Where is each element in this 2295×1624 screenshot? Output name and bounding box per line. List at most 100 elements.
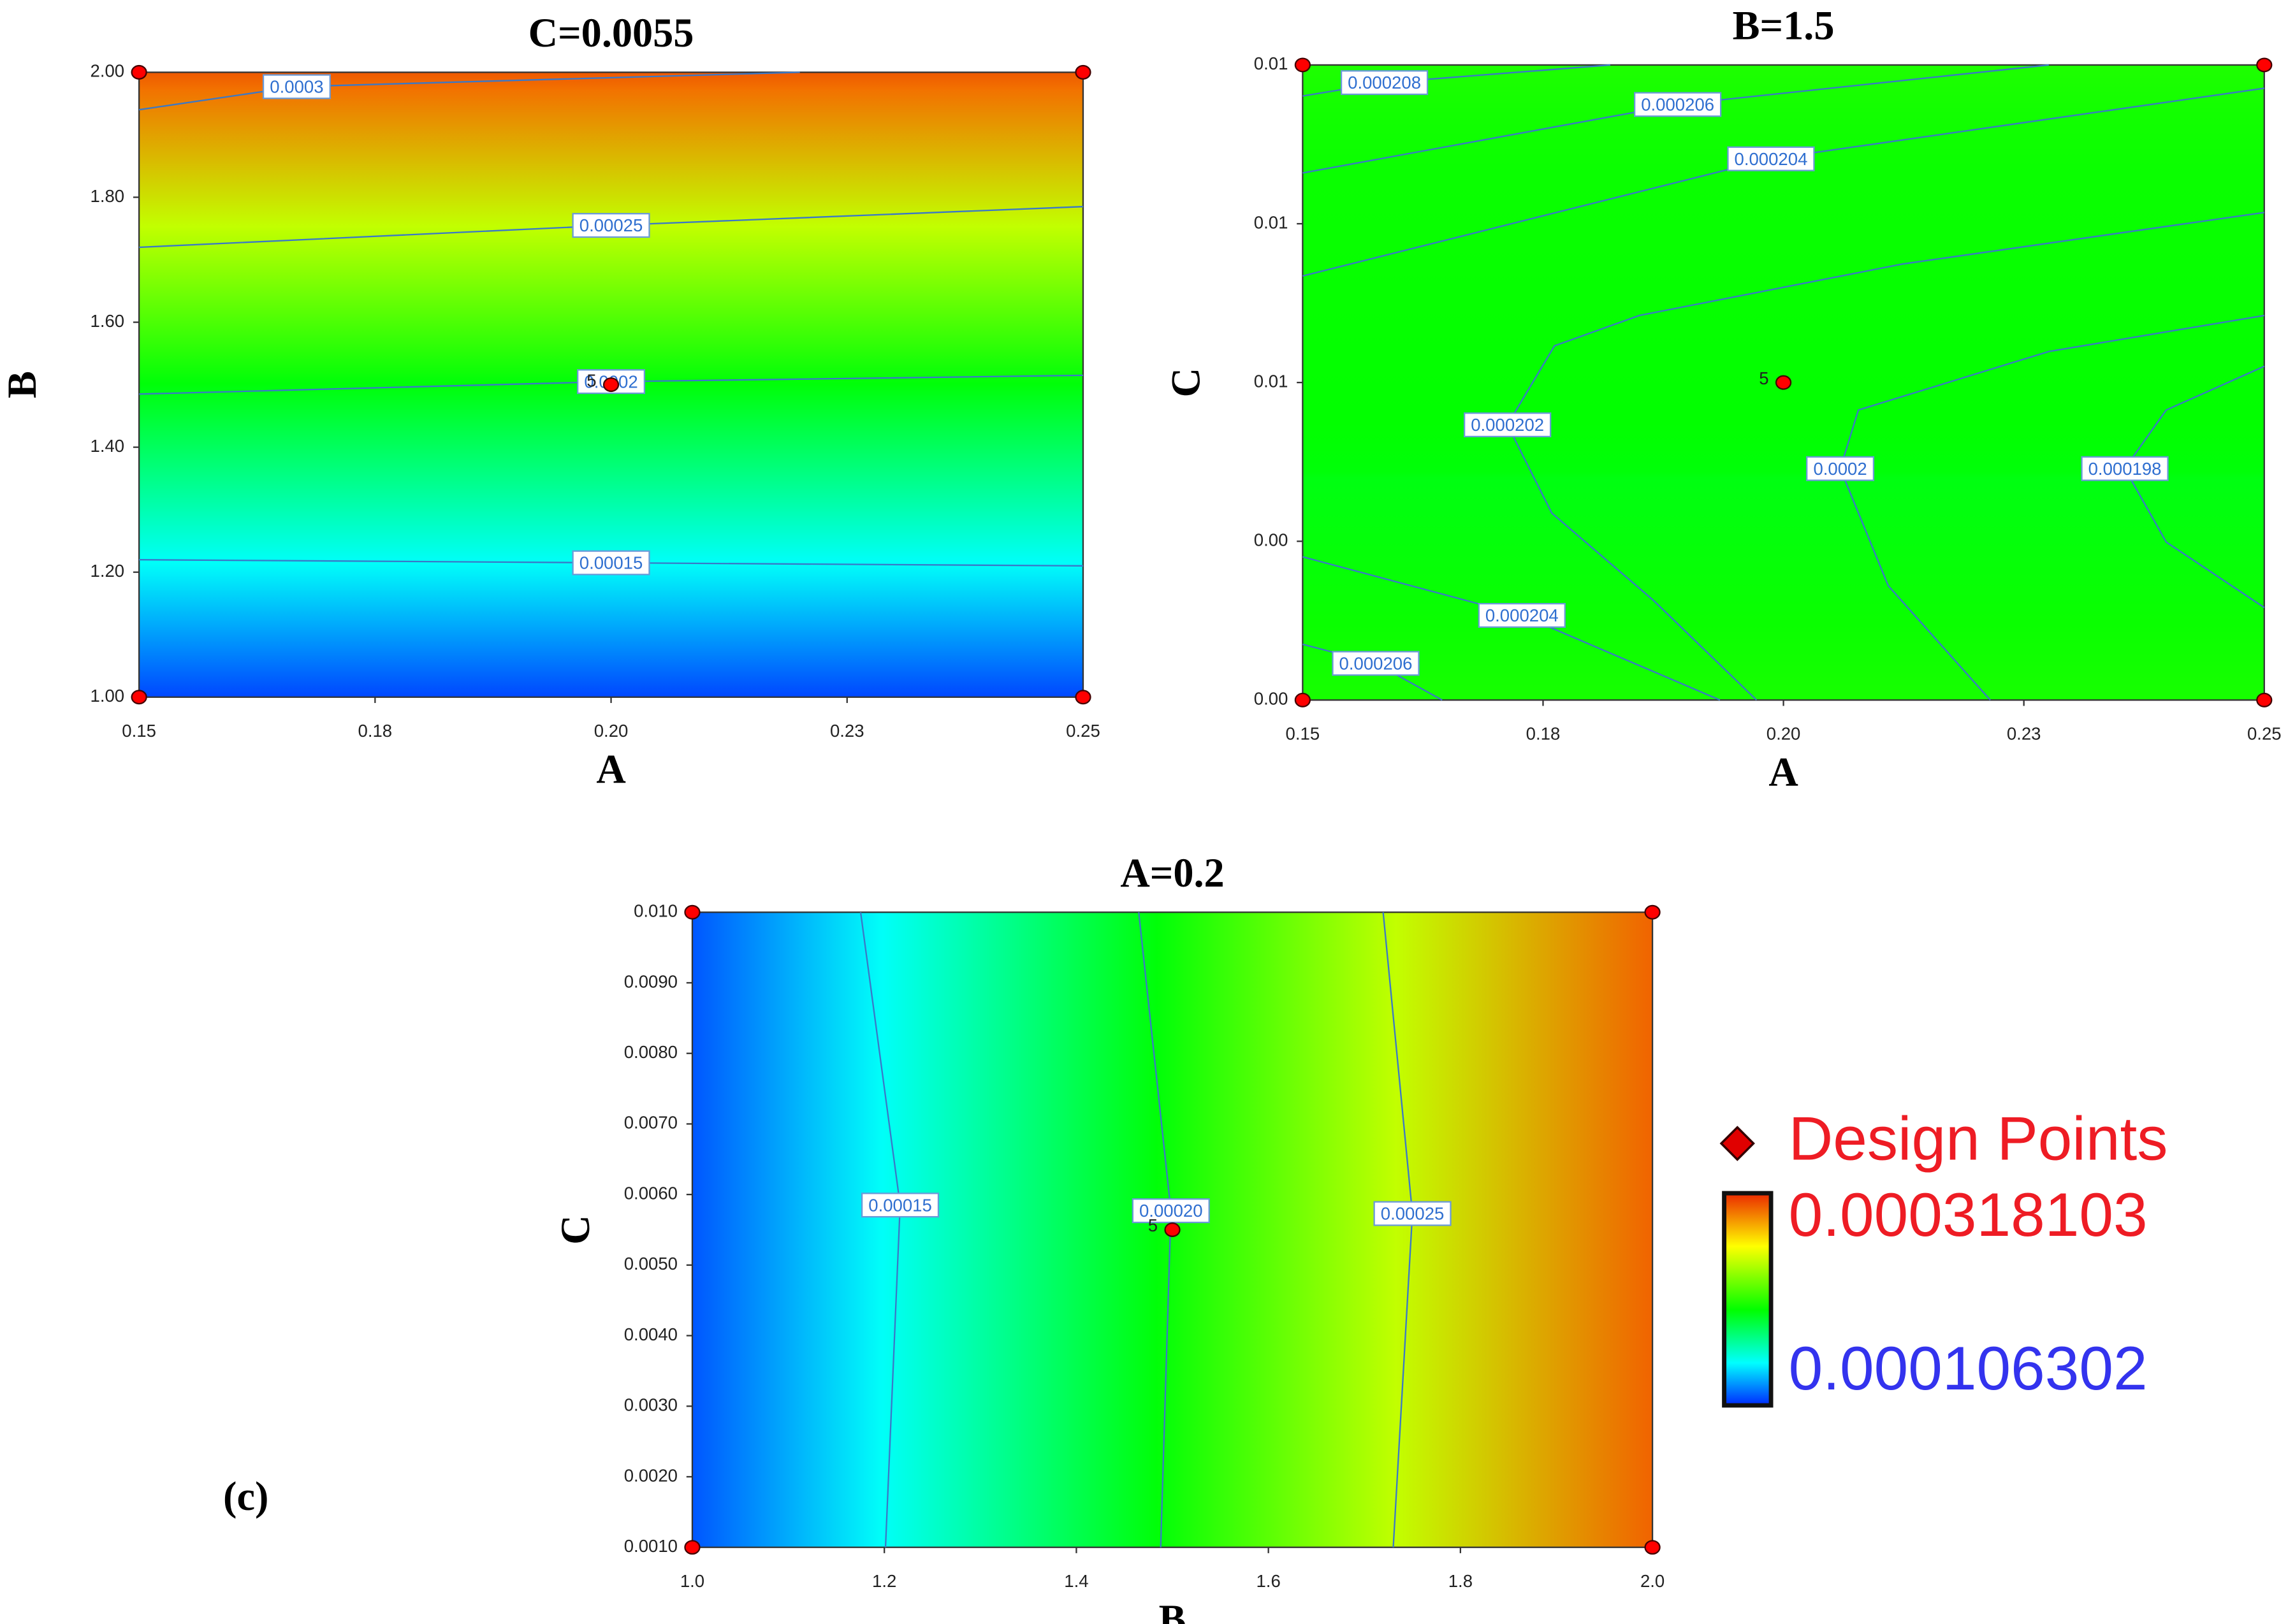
y-tick-label: 0.0030 [624,1395,678,1415]
y-tick-label: 2.00 [91,61,125,81]
contour-label-box [1373,1201,1452,1226]
contour-label: 0.0002 [1813,459,1867,479]
y-tick-label: 0.00 [1254,689,1288,709]
colorbar [1722,1191,1774,1408]
y-tick-label: 0.0040 [624,1324,678,1344]
x-tick-label: 0.20 [1767,724,1801,744]
y-tick-label: 0.0020 [624,1465,678,1485]
design-point-label: 5 [1148,1215,1158,1235]
contour-label-box [1478,602,1566,628]
y-tick-label: 0.0060 [624,1183,678,1203]
design-point [602,377,620,393]
contour-label: 0.00025 [579,215,643,235]
y-tick-label: 1.20 [91,561,125,581]
contour-label: 0.000198 [2088,459,2162,479]
x-axis-label: A [1768,750,1798,795]
design-point-label: 5 [1759,368,1768,388]
x-tick-label: 1.4 [1064,1571,1088,1591]
y-tick-label: 0.01 [1254,54,1288,73]
y-tick-label: 0.01 [1254,212,1288,232]
design-point [1075,690,1091,705]
contour-label-box [1727,146,1815,171]
x-tick-label: 0.15 [1286,724,1320,744]
contour-line [1506,212,2264,701]
chart-title: C=0.0055 [528,10,694,55]
y-tick-label: 0.0050 [624,1254,678,1273]
contour-label-box [572,550,650,576]
contour-label: 0.00025 [1381,1204,1445,1224]
y-axis-label: C [553,1215,598,1244]
x-tick-label: 1.8 [1448,1571,1473,1591]
contour-label-box [1332,651,1420,676]
x-tick-label: 0.25 [1066,721,1100,741]
x-tick-label: 1.2 [872,1571,896,1591]
x-tick-label: 0.25 [2247,724,2282,744]
x-tick-label: 0.23 [830,721,864,741]
design-point [1775,375,1792,390]
contour-label: 0.000204 [1485,605,1559,625]
design-point-label: 5 [586,370,596,390]
x-tick-label: 0.15 [122,721,156,741]
x-tick-label: 0.18 [358,721,393,741]
design-point [2256,692,2273,707]
panel-label: (c) [223,1474,268,1519]
contour-label-box [2081,456,2169,481]
x-tick-label: 1.0 [680,1571,704,1591]
contour-label-box [861,1193,940,1218]
legend-label: Design Points [1789,1105,2168,1173]
design-point [131,64,147,80]
design-point [1644,904,1661,920]
legend-marker [1719,1126,1755,1161]
design-point [2256,57,2273,73]
x-axis-label: A [596,746,625,792]
design-point [1644,1540,1661,1555]
contour-label: 0.00020 [1139,1201,1203,1221]
x-tick-label: 0.18 [1526,724,1561,744]
contour-label-box [572,213,650,238]
x-axis-label: B [1159,1597,1186,1624]
y-tick-label: 0.0080 [624,1042,678,1062]
design-point [1164,1222,1181,1237]
design-point [131,690,147,705]
colorbar-min: 0.000106302 [1789,1335,2148,1403]
contour-label: 0.000208 [1348,73,1421,92]
design-point [684,904,701,920]
y-tick-label: 0.00 [1254,530,1288,550]
design-point [684,1540,701,1555]
contour-label: 0.00015 [868,1195,932,1215]
colorbar-max: 0.000318103 [1789,1181,2148,1249]
contour-label: 0.000204 [1735,149,1808,169]
y-tick-label: 0.0010 [624,1536,678,1556]
y-tick-label: 0.0070 [624,1113,678,1133]
design-point [1294,692,1311,707]
contour-label-box [1634,92,1722,117]
y-tick-label: 1.60 [91,311,125,331]
chart-title: B=1.5 [1733,3,1835,48]
contour-label-box [1806,456,1875,481]
contour-label: 0.0003 [270,77,323,97]
contour-label: 0.000202 [1471,415,1544,435]
x-tick-label: 0.20 [594,721,629,741]
y-axis-label: C [1163,368,1208,397]
y-tick-label: 0.0090 [624,971,678,991]
contour-label: 0.00015 [579,553,643,573]
y-axis-label: B [0,371,45,398]
y-tick-label: 1.80 [91,186,125,206]
y-tick-label: 1.40 [91,436,125,456]
chart-title: A=0.2 [1120,850,1224,895]
contour-label: 0.000206 [1339,653,1413,673]
contour-label: 0.000206 [1641,95,1714,115]
x-tick-label: 1.6 [1256,1571,1280,1591]
y-tick-label: 0.01 [1254,371,1288,391]
x-tick-label: 2.0 [1640,1571,1665,1591]
y-tick-label: 1.00 [91,686,125,706]
contour-line [1839,314,2264,701]
contour-label-box [1464,412,1552,438]
design-point [1075,64,1091,80]
contour-label-box [1340,70,1429,96]
x-tick-label: 0.23 [2007,724,2041,744]
contour-label-box [1132,1198,1210,1224]
contour-label-box [262,74,331,99]
y-tick-label: 0.010 [634,901,678,921]
